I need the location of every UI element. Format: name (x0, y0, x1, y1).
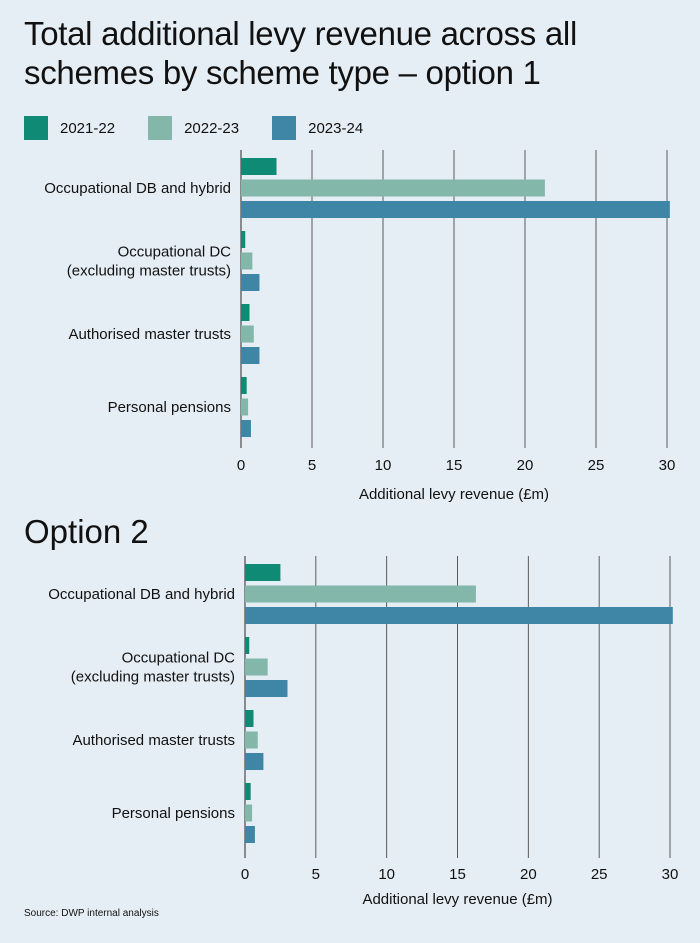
bar-occupational-dc-2023-24 (241, 274, 260, 291)
x-tick-label-30: 30 (659, 457, 676, 474)
x-tick-label-30: 30 (662, 866, 679, 883)
bar-occupational-db-and-hybrid-2022-23 (245, 585, 476, 603)
bar-occupational-dc-2021-22 (245, 637, 250, 654)
bar-personal-pensions-2021-22 (241, 377, 247, 394)
bar-authorised-master-trusts-2023-24 (241, 347, 260, 364)
bar-personal-pensions-2023-24 (241, 420, 251, 437)
bar-occupational-dc-2022-23 (245, 658, 268, 676)
source-note: Source: DWP internal analysis (24, 908, 159, 919)
x-tick-label-20: 20 (517, 457, 534, 474)
legend-swatch-2021-22 (24, 116, 48, 140)
bar-occupational-db-and-hybrid-2021-22 (241, 158, 277, 175)
option-1-bar-chart: 0 5 10 15 20 25 30 Occupational DB and hybrid Oc… (44, 150, 676, 503)
bar-personal-pensions-2022-23 (241, 398, 249, 416)
x-tick-label-20: 20 (520, 866, 537, 883)
bar-personal-pensions-2022-23 (245, 804, 253, 822)
bar-personal-pensions-2021-22 (245, 783, 251, 800)
category-label-occupational-db-and-hybrid: Occupational DB and hybrid (48, 586, 235, 603)
bar-occupational-db-and-hybrid-2022-23 (241, 179, 545, 197)
x-tick-label-5: 5 (312, 866, 320, 883)
chart-title: Total additional levy revenue across all… (24, 15, 577, 91)
x-tick-label-10: 10 (378, 866, 395, 883)
category-label-personal-pensions: Personal pensions (108, 399, 231, 416)
x-tick-label-5: 5 (308, 457, 316, 474)
legend-label-2023-24: 2023-24 (308, 119, 364, 137)
x-axis-label: Additional levy revenue (£m) (362, 891, 552, 908)
bar-occupational-dc-2022-23 (241, 252, 253, 270)
x-axis-label: Additional levy revenue (£m) (359, 486, 549, 503)
option-2-bar-chart: 0 5 10 15 20 25 30 Occupational DB and hybrid Oc… (48, 556, 679, 908)
bar-authorised-master-trusts-2021-22 (241, 304, 250, 321)
bar-authorised-master-trusts-2021-22 (245, 710, 254, 727)
bar-authorised-master-trusts-2023-24 (245, 753, 264, 770)
category-label-authorised-master-trusts: Authorised master trusts (72, 732, 235, 749)
category-label-occupational-dc: Occupational DC (excluding master trusts) (71, 650, 235, 686)
legend-item-2022-23: 2022-23 (148, 116, 239, 140)
bar-occupational-dc-2021-22 (241, 231, 246, 248)
legend-swatch-2022-23 (148, 116, 173, 140)
x-tick-label-10: 10 (375, 457, 392, 474)
legend-label-2021-22: 2021-22 (60, 119, 116, 137)
legend-swatch-2023-24 (272, 116, 297, 140)
bar-personal-pensions-2023-24 (245, 826, 255, 843)
bar-occupational-db-and-hybrid-2023-24 (245, 607, 673, 624)
x-tick-label-15: 15 (446, 457, 463, 474)
x-tick-label-15: 15 (449, 866, 466, 883)
bar-occupational-dc-2023-24 (245, 680, 288, 697)
x-tick-label-25: 25 (588, 457, 605, 474)
legend: 2021-22 2022-23 2023-24 (24, 116, 396, 140)
legend-item-2021-22: 2021-22 (24, 116, 115, 140)
x-tick-label-25: 25 (591, 866, 608, 883)
bar-authorised-master-trusts-2022-23 (241, 325, 254, 343)
category-label-authorised-master-trusts: Authorised master trusts (68, 326, 231, 343)
option-2-heading: Option 2 (24, 513, 149, 550)
category-label-personal-pensions: Personal pensions (112, 805, 235, 822)
category-label-occupational-db-and-hybrid: Occupational DB and hybrid (44, 180, 231, 197)
legend-item-2023-24: 2023-24 (272, 116, 363, 140)
bar-occupational-db-and-hybrid-2023-24 (241, 201, 670, 218)
x-tick-label-0: 0 (237, 457, 245, 474)
legend-label-2022-23: 2022-23 (184, 119, 240, 137)
bar-authorised-master-trusts-2022-23 (245, 731, 258, 749)
category-label-occupational-dc: Occupational DC (excluding master trusts) (67, 244, 231, 280)
bar-occupational-db-and-hybrid-2021-22 (245, 564, 281, 581)
x-tick-label-0: 0 (241, 866, 249, 883)
